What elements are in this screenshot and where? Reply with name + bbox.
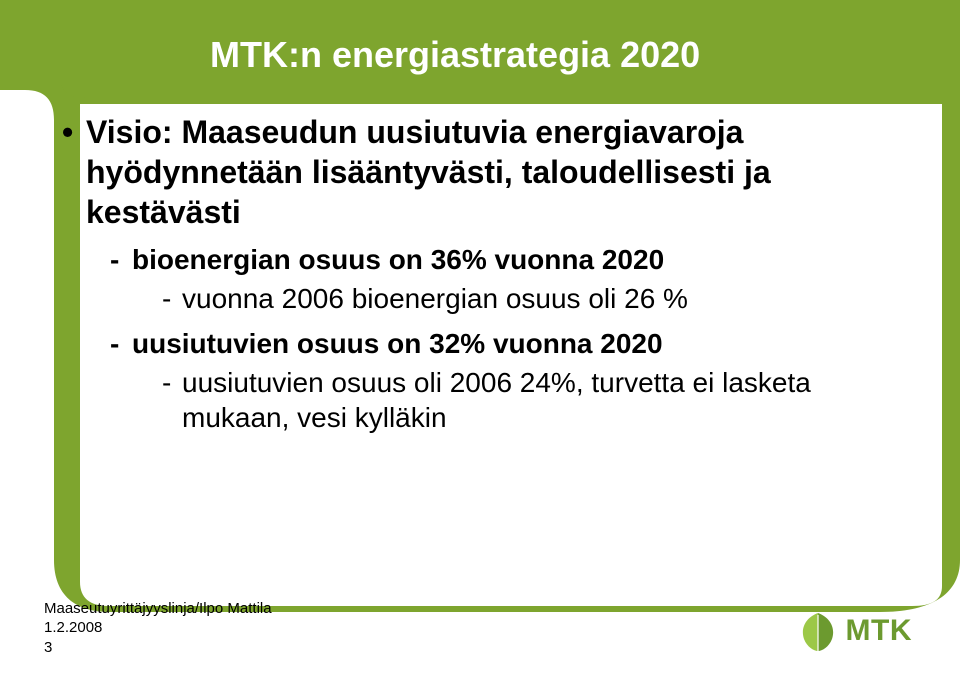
leaf-icon bbox=[796, 609, 840, 653]
mtk-logo: MTK bbox=[796, 609, 912, 653]
bullet-renewable-target: uusiutuvien osuus on 32% vuonna 2020 bbox=[110, 326, 882, 361]
footer-date: 1.2.2008 bbox=[44, 618, 272, 638]
footer-page-number: 3 bbox=[44, 638, 272, 658]
bullet-bioenergy-target: bioenergian osuus on 36% vuonna 2020 bbox=[110, 242, 882, 277]
bullet-bioenergy-2006: vuonna 2006 bioenergian osuus oli 26 % bbox=[162, 281, 882, 316]
bullet-renewable-2006: uusiutuvien osuus oli 2006 24%, turvetta… bbox=[162, 365, 882, 435]
bullet-vision: Visio: Maaseudun uusiutuvia energiavaroj… bbox=[62, 112, 882, 232]
footer: Maaseutuyrittäjyyslinja/Ilpo Mattila 1.2… bbox=[44, 599, 272, 658]
footer-author: Maaseutuyrittäjyyslinja/Ilpo Mattila bbox=[44, 599, 272, 619]
slide-title: MTK:n energiastrategia 2020 bbox=[210, 34, 700, 76]
logo-text: MTK bbox=[846, 614, 912, 648]
slide-content: Visio: Maaseudun uusiutuvia energiavaroj… bbox=[62, 112, 882, 435]
slide: MTK:n energiastrategia 2020 Visio: Maase… bbox=[0, 0, 960, 687]
